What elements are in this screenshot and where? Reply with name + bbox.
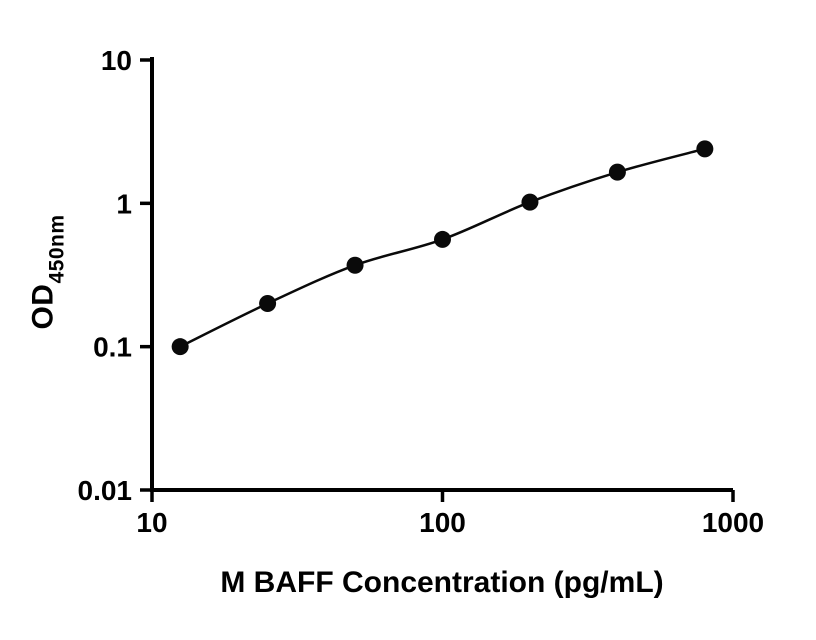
y-tick-label: 0.1 bbox=[93, 332, 132, 363]
x-tick-label: 100 bbox=[419, 507, 466, 538]
y-tick-label: 1 bbox=[116, 188, 132, 219]
data-point bbox=[259, 295, 277, 313]
y-tick-label: 10 bbox=[101, 45, 132, 76]
y-tick-label: 0.01 bbox=[78, 475, 133, 506]
data-point bbox=[696, 140, 714, 158]
x-tick-label: 10 bbox=[136, 507, 167, 538]
data-point bbox=[171, 338, 189, 356]
y-axis-label-subscript: 450nm bbox=[45, 214, 69, 284]
data-point bbox=[521, 193, 539, 211]
y-axis-label-main: OD bbox=[26, 283, 60, 330]
data-point bbox=[434, 230, 451, 248]
data-point bbox=[608, 163, 626, 181]
data-point bbox=[346, 256, 364, 274]
y-axis-label: OD450nm bbox=[26, 214, 69, 330]
axis-spines bbox=[150, 57, 733, 492]
x-tick-label: 1000 bbox=[702, 507, 764, 538]
x-axis-title: M BAFF Concentration (pg/mL) bbox=[220, 566, 664, 599]
